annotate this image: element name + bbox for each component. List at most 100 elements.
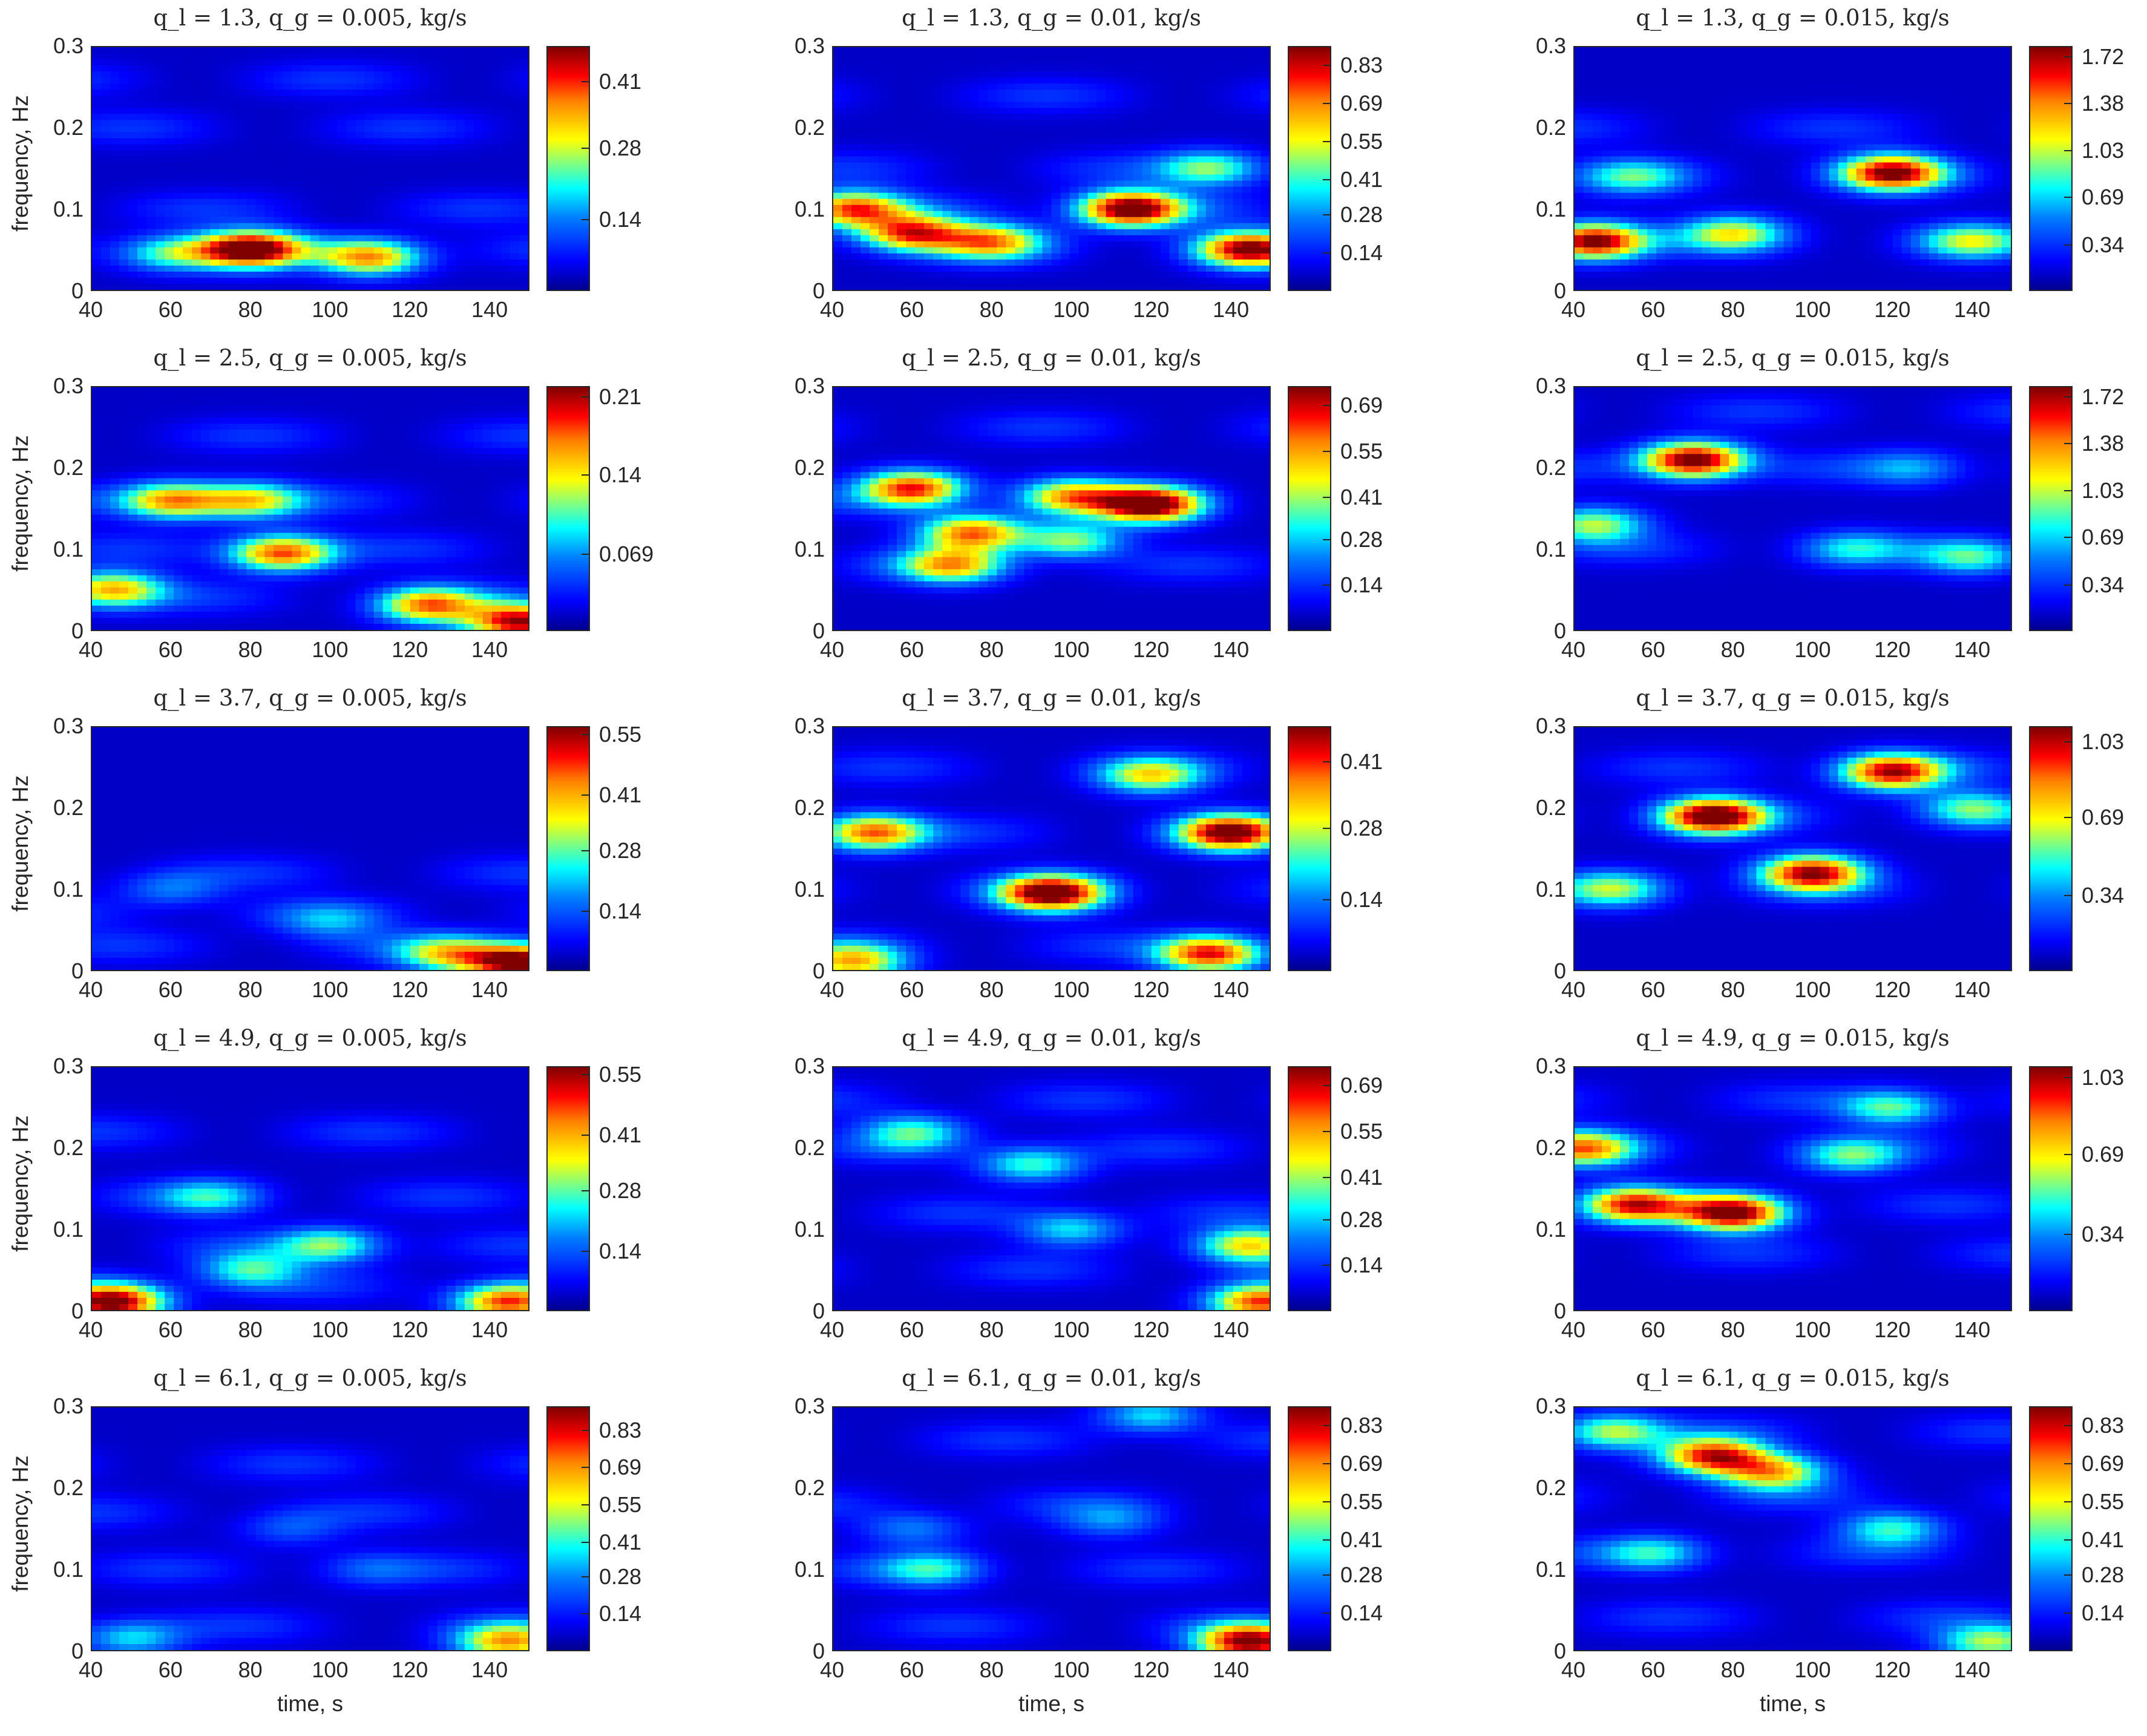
heatmap-cell [1774,156,1785,163]
heatmap-cell [283,156,293,163]
heatmap-cell [401,235,411,242]
heatmap-cell [319,192,329,200]
heatmap-cell [373,126,384,133]
heatmap-cell [1051,180,1061,188]
heatmap-cell [906,217,916,224]
heatmap-cell [870,65,879,72]
heatmap-cell [1774,150,1785,157]
heatmap-cell [1078,65,1089,72]
heatmap-cell [1178,102,1188,108]
heatmap-cell [1224,265,1234,272]
heatmap-cell [960,162,970,169]
heatmap-cell [137,53,147,60]
heatmap-cell [1214,223,1225,230]
heatmap-cell [373,150,384,157]
heatmap-cell [1783,102,1794,108]
heatmap-cell [1242,59,1252,66]
heatmap-cell [1820,53,1830,60]
heatmap-cell [942,96,952,102]
heatmap-cell [1910,144,1921,151]
heatmap-cell [301,235,311,242]
heatmap-cell [1196,247,1207,254]
heatmap-cell [1242,198,1252,206]
heatmap-cell [201,59,211,66]
heatmap-cell [1242,277,1252,284]
heatmap-cell [1656,162,1666,169]
heatmap-cell [1087,150,1098,157]
heatmap-cell [146,247,156,254]
heatmap-cell [1033,186,1043,194]
heatmap-cell [978,120,988,126]
heatmap-cell [1856,53,1866,60]
heatmap-cell [1693,77,1702,84]
heatmap-cell [1224,277,1234,284]
heatmap-cell [1187,132,1198,139]
heatmap-cell [392,265,402,272]
heatmap-cell [1115,150,1125,157]
heatmap-cell [1693,180,1702,188]
heatmap-cell [137,192,147,200]
heatmap-cell [1033,192,1043,200]
heatmap-cell [915,84,925,90]
heatmap-cell [915,217,925,224]
heatmap-cell [1974,96,1984,102]
heatmap-cell [110,102,120,108]
heatmap-cell [255,90,265,96]
heatmap-cell [1169,77,1179,84]
heatmap-cell [437,138,447,145]
heatmap-cell [301,59,311,66]
heatmap-cell [410,90,420,96]
heatmap-cell [1096,211,1107,218]
heatmap-cell [283,168,293,175]
heatmap-cell [1106,96,1116,102]
heatmap-cell [842,247,852,254]
heatmap-cell [428,277,438,284]
heatmap-cell [428,217,438,224]
heatmap-cell [870,53,879,60]
heatmap-cell [906,277,916,284]
heatmap-cell [988,84,997,90]
heatmap-cell [165,192,174,200]
heatmap-cell [428,168,438,175]
heatmap-cell [419,156,429,163]
heatmap-cell [978,186,988,194]
heatmap-cell [1956,102,1966,108]
heatmap-cell [1965,96,1975,102]
heatmap-cell [1693,59,1702,66]
heatmap-cell [319,102,329,108]
heatmap-cell [137,47,147,54]
heatmap-cell [2001,168,2011,175]
heatmap-cell [1069,90,1080,96]
heatmap-cell [1260,271,1270,278]
heatmap-cell [1992,108,2002,114]
heatmap-cell [1811,90,1821,96]
y-tick-label: 0.2 [42,117,84,139]
heatmap-cell [1765,114,1775,120]
heatmap-cell [246,265,256,272]
heatmap-cell [319,150,329,157]
heatmap-cell [373,186,384,194]
heatmap-cell [1947,84,1957,90]
heatmap-cell [1801,84,1812,90]
heatmap-cell [419,138,429,145]
heatmap-cell [1874,71,1884,78]
heatmap-cell [1956,126,1966,133]
heatmap-cell [128,259,138,266]
heatmap-cell [1665,156,1675,163]
heatmap-cell [1711,126,1720,133]
heatmap-cell [1729,114,1739,120]
heatmap-cell [1060,65,1070,72]
heatmap-cell [1792,180,1803,188]
heatmap-cell [1042,198,1052,206]
heatmap-cell [1683,77,1693,84]
heatmap-cell [392,192,402,200]
heatmap-cell [274,277,284,284]
heatmap-cell [101,65,111,72]
heatmap-cell [310,168,320,175]
heatmap-cell [219,253,229,260]
heatmap-cell [1233,77,1243,84]
heatmap-cell [1829,174,1839,182]
heatmap-cell [246,144,256,151]
heatmap-cell [355,259,365,266]
heatmap-cell [156,59,165,66]
